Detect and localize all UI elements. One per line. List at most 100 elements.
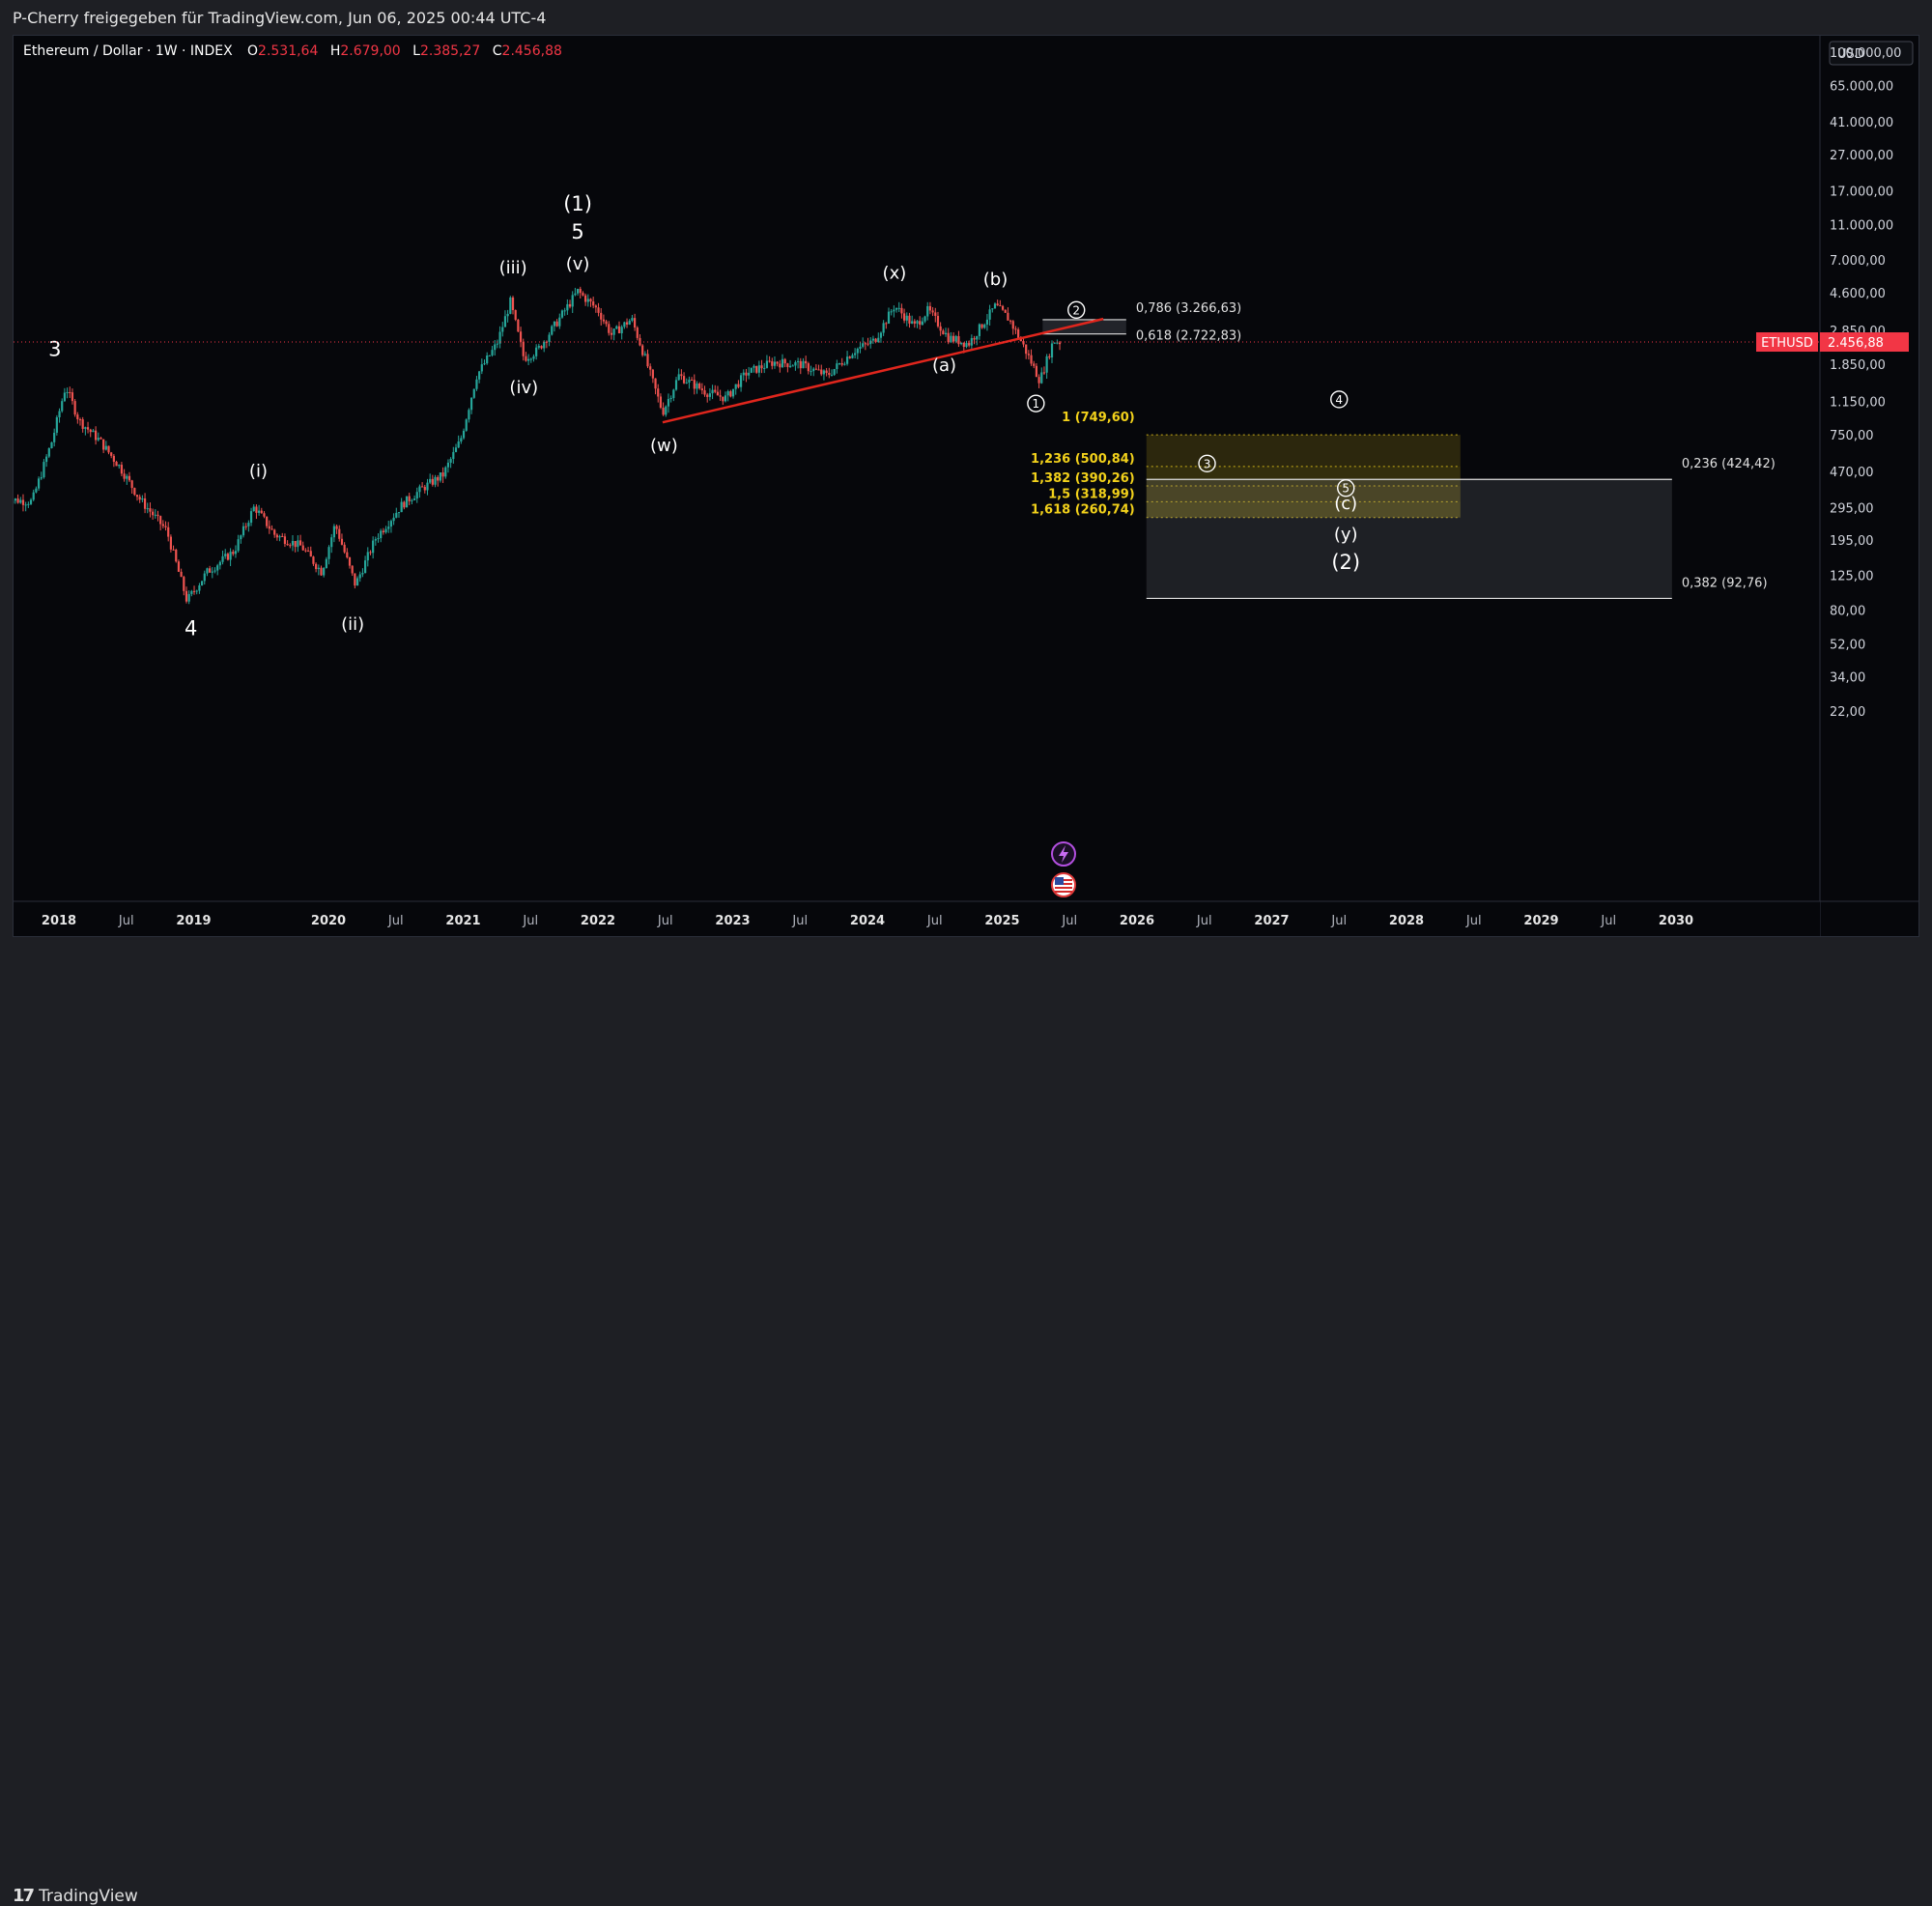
candle-body [989, 309, 991, 320]
candle-body [121, 465, 123, 473]
time-tick-label: Jul [387, 914, 404, 928]
time-tick-label: Jul [118, 914, 134, 928]
candle-body [986, 320, 988, 325]
candle-body [190, 591, 192, 594]
share-caption: P-Cherry freigegeben für TradingView.com… [13, 9, 546, 27]
candle-body [312, 556, 314, 564]
candle-body [786, 363, 788, 367]
candle-body [777, 361, 779, 363]
candle-body [838, 363, 840, 364]
circled-wave-label: 3 [1204, 457, 1211, 470]
wave-label: (v) [566, 254, 590, 274]
price-tick-label: 7.000,00 [1830, 254, 1886, 269]
candle-body [646, 354, 648, 366]
candle-body [698, 384, 700, 388]
candle-body [618, 327, 620, 333]
wave-label: (y) [1334, 525, 1358, 545]
candle-body [258, 511, 260, 513]
candle-body [41, 477, 43, 478]
bottom-bar: 17 TradingView [0, 937, 1932, 982]
candle-body [398, 512, 400, 513]
candle-body [554, 322, 555, 327]
candle-body [45, 457, 47, 462]
candle-body [512, 298, 514, 310]
candle-body [869, 341, 871, 345]
candle-body [908, 316, 910, 324]
candle-body [497, 344, 498, 345]
chart-svg[interactable]: 1 (749,60)1,236 (500,84)1,382 (390,26)1,… [14, 36, 1918, 936]
candle-body [968, 343, 970, 346]
event-icons[interactable] [1052, 842, 1075, 896]
candle-body [815, 369, 817, 370]
candle-body [229, 552, 231, 559]
candle-body [43, 462, 44, 477]
candle-body [22, 499, 24, 504]
candle-body [753, 366, 754, 368]
candle-body [729, 391, 731, 396]
candle-body [831, 375, 833, 376]
candle-body [600, 313, 602, 320]
candle-body [727, 391, 729, 395]
candle-body [302, 546, 304, 551]
chart-frame[interactable]: 1 (749,60)1,236 (500,84)1,382 (390,26)1,… [13, 35, 1919, 937]
candle-body [932, 310, 934, 312]
candle-body [597, 307, 599, 313]
candle-body [426, 483, 428, 491]
candle-body [35, 489, 37, 493]
us-flag-icon[interactable] [1052, 873, 1075, 896]
candle-body [634, 318, 636, 327]
candle-body [543, 342, 545, 349]
candle-body [364, 560, 366, 573]
candle-body [411, 500, 412, 501]
candle-body [1036, 366, 1037, 377]
candle-body [828, 373, 830, 375]
candle-body [877, 338, 879, 342]
candle-body [922, 322, 923, 325]
lightning-icon[interactable] [1052, 842, 1075, 866]
candle-body [170, 537, 172, 550]
candle-body [515, 310, 517, 320]
candle-body [25, 504, 27, 505]
candle-body [888, 312, 890, 324]
candle-body [212, 572, 213, 573]
candle-body [447, 463, 449, 468]
candle-body [686, 383, 688, 384]
fib-retracement-label: 0,382 (92,76) [1682, 576, 1768, 590]
candle-body [323, 568, 325, 576]
candle-body [276, 535, 278, 538]
wave-label: 3 [48, 338, 61, 361]
candle-body [115, 462, 117, 466]
candle-body [694, 380, 696, 388]
candle-body [800, 361, 802, 368]
time-tick-label: 2030 [1659, 914, 1693, 928]
time-tick-label: 2024 [850, 914, 885, 928]
candle-body [1056, 343, 1058, 344]
candle-body [517, 320, 519, 331]
candle-body [406, 497, 408, 508]
candle-body [181, 572, 183, 577]
candle-body [1014, 328, 1016, 329]
candle-body [377, 538, 379, 539]
time-tick-label: Jul [1465, 914, 1482, 928]
wave-label: (x) [883, 264, 907, 284]
fib-extension-label: 1,618 (260,74) [1031, 503, 1135, 518]
candle-body [69, 392, 71, 393]
candle-body [478, 371, 480, 379]
candle-body [859, 347, 861, 349]
candle-body [965, 343, 967, 347]
candle-body [437, 477, 439, 481]
circled-wave-label: 2 [1072, 303, 1080, 317]
candle-body [387, 526, 389, 529]
price-tick-label: 34,00 [1830, 671, 1865, 686]
tradingview-brand[interactable]: 17 TradingView [13, 1886, 138, 1906]
candle-body [696, 384, 697, 388]
candle-body [152, 512, 154, 516]
candle-body [333, 526, 335, 538]
price-axis[interactable]: USD 100.000,0065.000,0041.000,0027.000,0… [1820, 36, 1918, 936]
candle-body [66, 392, 68, 393]
candle-body [172, 550, 174, 551]
candle-body [354, 573, 355, 585]
candles [14, 287, 1061, 604]
candle-body [113, 456, 115, 462]
